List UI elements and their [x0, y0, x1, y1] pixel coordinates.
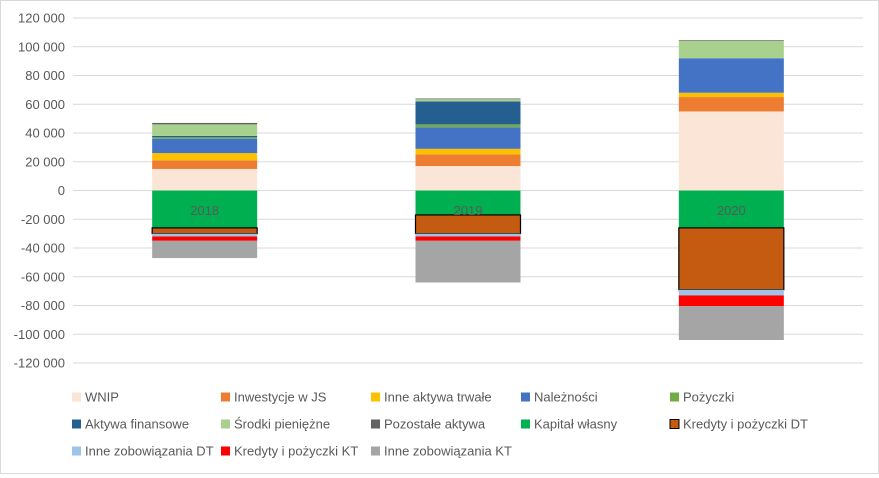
legend-swatch — [669, 419, 680, 429]
bar-segment-3-2019 — [415, 127, 521, 149]
bar-segment-2-2018 — [152, 153, 258, 161]
bar-segment-8-2020 — [678, 190, 784, 228]
bar-segment-1-2018 — [152, 160, 258, 169]
y-axis-tick-labels: 120 000 100 000 80 000 60 000 40 000 20 000 0 -… — [14, 11, 65, 371]
legend-swatch — [72, 392, 81, 402]
bar-segment-3-2018 — [152, 138, 258, 154]
y-tick-label: -60 000 — [21, 269, 65, 284]
bar-segment-10-2018 — [152, 233, 258, 237]
legend-swatch — [371, 446, 380, 456]
bar-segment-8-2019 — [415, 190, 521, 215]
bar-segment-5-2018 — [152, 135, 258, 138]
category-label: 2019 — [454, 203, 483, 218]
bar-segment-7-2020 — [678, 40, 784, 41]
bar-segment-6-2019 — [415, 99, 521, 102]
legend-label: WNIP — [85, 390, 119, 405]
legend-label: Aktywa finansowe — [85, 417, 189, 432]
bar-segment-12-2018 — [152, 240, 258, 259]
bar-segment-7-2019 — [415, 98, 521, 100]
legend-label: Należności — [534, 390, 598, 405]
bar-segment-0-2019 — [415, 166, 521, 191]
legend-swatch — [670, 392, 679, 402]
legend-label: Inne zobowiązania DT — [85, 444, 214, 459]
legend-swatch — [521, 419, 530, 429]
bar-segment-11-2018 — [152, 236, 258, 241]
legend-swatch — [371, 419, 380, 429]
legend-label: Pożyczki — [683, 390, 734, 405]
bar-segment-8-2018 — [152, 190, 258, 228]
legend-label: Kredyty i pożyczki KT — [234, 444, 358, 459]
legend-swatch — [221, 446, 230, 456]
bar-segment-12-2019 — [415, 240, 521, 283]
legend-label: Kapitał własny — [534, 417, 618, 432]
bar-segment-9-2020 — [678, 227, 785, 291]
bar-segment-4-2018 — [152, 137, 258, 139]
bar-segment-4-2019 — [415, 124, 521, 128]
legend: WNIP Inwestycje w JS Inne aktywa trwałe Nal… — [72, 390, 808, 459]
y-tick-label: 40 000 — [25, 126, 65, 141]
bar-segment-11-2020 — [678, 295, 784, 307]
bar-segment-5-2019 — [415, 101, 521, 125]
bar-segment-6-2018 — [152, 124, 258, 136]
legend-label: Pozostałe aktywa — [384, 417, 486, 432]
y-tick-label: 120 000 — [18, 11, 65, 26]
bars — [151, 40, 785, 340]
legend-label: Inne zobowiązania KT — [384, 444, 512, 459]
bar-segment-10-2020 — [678, 289, 784, 296]
bar-segment-6-2020 — [678, 41, 784, 59]
bar-segment-12-2020 — [678, 306, 784, 340]
y-tick-label: -100 000 — [14, 327, 65, 342]
category-label: 2020 — [717, 203, 746, 218]
legend-swatch — [72, 419, 81, 429]
bar-segment-9-2018 — [151, 227, 258, 235]
y-tick-label: -120 000 — [14, 356, 65, 371]
bar-segment-0-2020 — [678, 111, 784, 191]
bar-segment-7-2018 — [152, 122, 258, 125]
category-labels: 2018 2019 2020 — [190, 203, 746, 218]
bar-segment-0-2018 — [152, 168, 258, 191]
category-label: 2018 — [190, 203, 219, 218]
y-tick-label: 60 000 — [25, 97, 65, 112]
y-tick-label: 0 — [58, 183, 65, 198]
legend-label: Inwestycje w JS — [234, 390, 327, 405]
y-tick-label: -80 000 — [21, 298, 65, 313]
legend-swatch — [221, 392, 230, 402]
bar-segment-2-2019 — [415, 148, 521, 155]
bar-segment-1-2020 — [678, 97, 784, 112]
y-tick-label: 100 000 — [18, 39, 65, 54]
legend-label: Środki pieniężne — [234, 417, 330, 432]
y-tick-label: -20 000 — [21, 212, 65, 227]
legend-label: Inne aktywa trwałe — [384, 390, 492, 405]
y-tick-label: 80 000 — [25, 68, 65, 83]
bar-segment-10-2019 — [415, 233, 521, 237]
y-tick-label: 20 000 — [25, 154, 65, 169]
bar-segment-3-2020 — [678, 58, 784, 93]
bar-segment-1-2019 — [415, 154, 521, 167]
legend-swatch — [371, 392, 380, 402]
legend-label: Kredyty i pożyczki DT — [683, 417, 808, 432]
legend-swatch — [521, 392, 530, 402]
legend-swatch — [72, 446, 81, 456]
bar-segment-2-2020 — [678, 92, 784, 98]
bar-segment-11-2019 — [415, 236, 521, 241]
legend-swatch — [221, 419, 230, 429]
y-tick-label: -40 000 — [21, 241, 65, 256]
